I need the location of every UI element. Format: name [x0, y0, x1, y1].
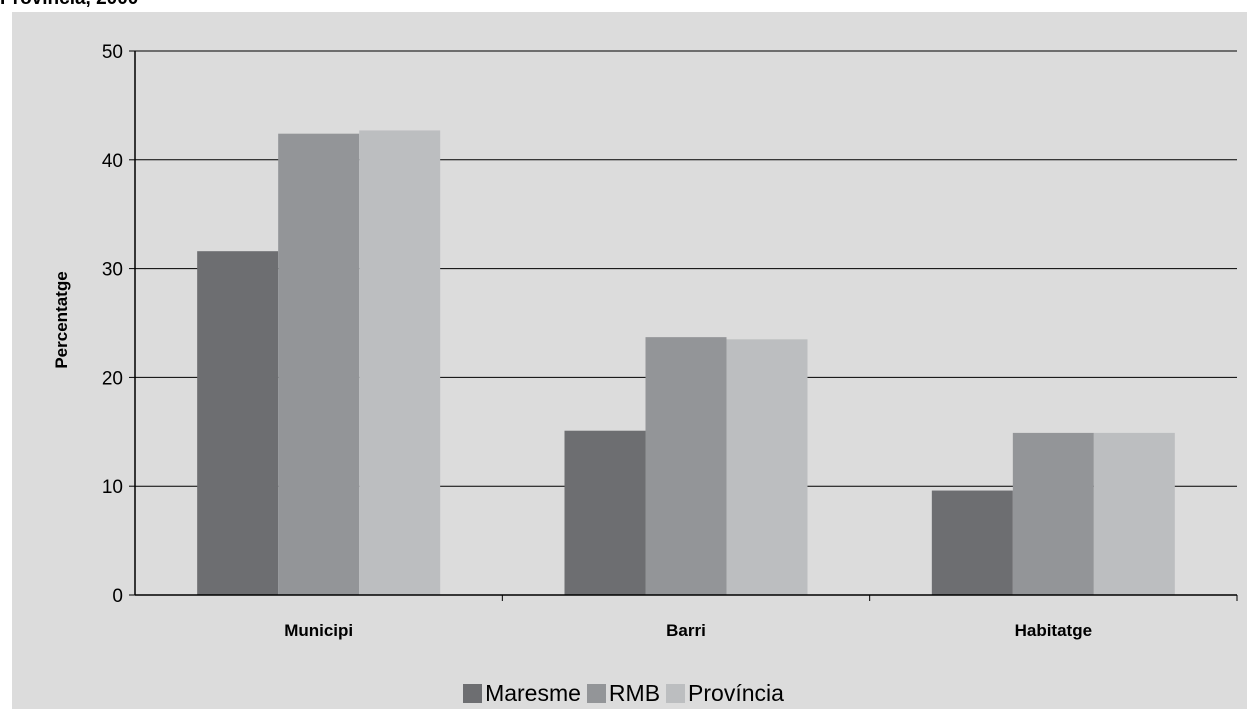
- legend-label: RMB: [608, 680, 661, 706]
- bar-rmb-habitatge: [1012, 432, 1094, 595]
- bar-província-habitatge: [1093, 432, 1175, 595]
- y-tick-label: 40: [102, 151, 123, 172]
- y-axis-title: Percentatge: [52, 271, 71, 368]
- bar-maresme-habitatge: [931, 490, 1013, 595]
- legend: Maresme RMB Província: [0, 680, 1247, 709]
- x-tick-label: Habitatge: [1015, 621, 1092, 640]
- legend-item: Maresme: [463, 680, 581, 707]
- x-tick-labels: Municipi Barri Habitatge: [284, 621, 1092, 640]
- page-title: Província, 2000: [0, 0, 138, 10]
- legend-label: Província: [688, 680, 784, 706]
- y-tick-label: 0: [112, 586, 123, 607]
- bars: [197, 130, 1175, 596]
- y-tick-label: 30: [102, 260, 123, 281]
- bar-província-barri: [726, 339, 808, 595]
- legend-swatch: [666, 684, 686, 703]
- legend-label: Maresme: [485, 680, 581, 706]
- y-tick-labels: 0 10 20 30 40 50: [102, 42, 123, 607]
- legend-item: RMB: [586, 680, 661, 707]
- legend-swatch: [463, 684, 483, 703]
- bar-maresme-barri: [564, 430, 646, 595]
- y-tick-label: 10: [102, 477, 123, 498]
- y-tick-label: 50: [102, 42, 123, 63]
- y-tick-label: 20: [102, 368, 123, 389]
- bar-maresme-municipi: [197, 251, 279, 595]
- axes: [129, 50, 1238, 601]
- bar-rmb-barri: [645, 337, 727, 595]
- legend-item: Província: [666, 680, 784, 707]
- x-tick-label: Barri: [666, 621, 706, 640]
- bar-rmb-municipi: [278, 133, 360, 596]
- bar-província-municipi: [359, 130, 441, 595]
- x-tick-label: Municipi: [284, 621, 353, 640]
- legend-swatch: [586, 684, 606, 703]
